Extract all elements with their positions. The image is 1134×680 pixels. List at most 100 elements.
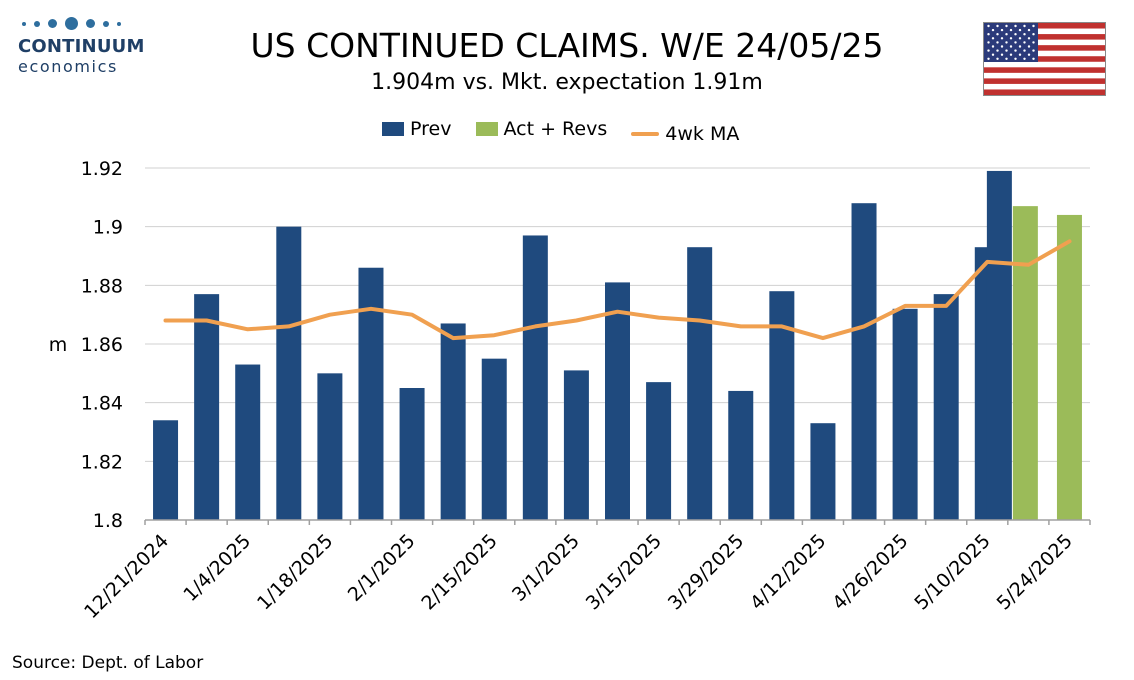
bar-prev <box>399 388 425 520</box>
flag-star <box>1032 49 1035 52</box>
flag-stripe <box>984 39 1105 46</box>
bar-prev <box>276 226 302 520</box>
flag-star <box>1005 57 1008 60</box>
flag-star <box>1000 28 1004 32</box>
flag-star <box>1023 33 1026 36</box>
flag-star <box>991 53 995 56</box>
flag-star <box>996 49 999 52</box>
flag-star <box>1027 28 1031 32</box>
legend-swatch-4wk-ma <box>631 132 660 136</box>
flag-star <box>987 41 990 44</box>
y-tick-label: 1.88 <box>81 275 123 297</box>
flag-stripe <box>984 61 1105 68</box>
x-tick-label: 4/26/2025 <box>828 530 912 614</box>
flag-stripe <box>984 23 1105 29</box>
chart-subtitle: 1.904m vs. Mkt. expectation 1.91m <box>371 70 763 95</box>
y-tick-label: 1.84 <box>81 393 123 415</box>
logo-dot <box>48 19 57 28</box>
bar-prev <box>810 423 836 520</box>
x-tick-label: 1/18/2025 <box>253 530 337 614</box>
legend-label-4wk-ma: 4wk MA <box>665 123 740 145</box>
flag-stripe <box>984 50 1105 57</box>
legend-item-4wk-ma: 4wk MA <box>631 123 739 145</box>
bar-prev <box>728 390 754 520</box>
flag-star <box>1014 33 1017 36</box>
bar-prev <box>235 364 261 520</box>
y-tick-label: 1.92 <box>81 158 123 180</box>
flag-star <box>987 49 990 52</box>
flag-star <box>1023 49 1026 52</box>
logo-dots <box>22 16 132 32</box>
x-tick-label: 12/21/2024 <box>80 530 173 623</box>
flag-star <box>991 45 995 48</box>
flag-star <box>1023 41 1026 44</box>
legend-label-act-revs: Act + Revs <box>503 118 608 140</box>
flag-star <box>1032 57 1035 60</box>
bar-prev <box>358 267 384 520</box>
flag-star <box>1032 24 1035 28</box>
us-flag-icon <box>983 22 1106 96</box>
chart-legend: Prev Act + Revs 4wk MA <box>382 118 757 145</box>
bar-act-revs <box>1012 206 1038 520</box>
flag-star <box>1009 45 1013 48</box>
legend-item-act-revs: Act + Revs <box>475 118 608 140</box>
flag-star <box>987 57 990 60</box>
flag-star <box>987 33 990 36</box>
bar-prev <box>522 235 548 520</box>
logo-subtitle: economics <box>18 57 118 76</box>
bar-prev <box>851 203 877 520</box>
flag-star <box>996 24 999 28</box>
flag-stripe <box>984 83 1105 90</box>
flag-star <box>996 57 999 60</box>
bar-prev <box>317 373 343 520</box>
flag-star <box>1018 28 1022 32</box>
bar-prev <box>646 382 672 520</box>
flag-star <box>1027 53 1031 56</box>
flag-star <box>1023 57 1026 60</box>
flag-stripe <box>984 34 1105 40</box>
legend-item-prev: Prev <box>382 118 451 140</box>
y-axis-label: m <box>49 334 68 356</box>
x-tick-label: 3/1/2025 <box>508 530 584 606</box>
logo-brand: CONTINUUM <box>18 36 145 57</box>
flag-star <box>987 24 990 28</box>
y-tick-label: 1.8 <box>93 510 123 532</box>
flag-star <box>1014 41 1017 44</box>
flag-stripe <box>984 89 1105 95</box>
source-note: Source: Dept. of Labor <box>12 653 204 673</box>
flag-star <box>1005 24 1008 28</box>
flag-stripe <box>984 28 1105 35</box>
flag-star <box>1023 24 1026 28</box>
continuum-logo: CONTINUUM economics <box>10 12 144 78</box>
flag-star <box>1009 53 1013 56</box>
flag-star <box>1009 28 1013 32</box>
x-tick-label: 2/1/2025 <box>344 530 420 606</box>
bar-prev <box>563 370 589 520</box>
bar-prev <box>933 294 959 520</box>
x-tick-label: 2/15/2025 <box>417 530 501 614</box>
y-tick-label: 1.86 <box>81 334 123 356</box>
flag-star <box>1014 24 1017 28</box>
flag-star <box>1032 33 1035 36</box>
x-tick-label: 3/15/2025 <box>582 530 666 614</box>
bar-act-revs <box>1056 214 1082 520</box>
flag-stripe <box>984 72 1105 79</box>
bar-prev <box>440 323 466 520</box>
flag-star <box>1032 41 1035 44</box>
flag-star <box>1018 45 1022 48</box>
y-tick-label: 1.9 <box>93 217 123 239</box>
flag-star <box>1000 37 1004 40</box>
flag-star <box>1014 57 1017 60</box>
logo-dot <box>86 19 95 28</box>
flag-stripe <box>984 67 1105 74</box>
chart-title: US CONTINUED CLAIMS. W/E 24/05/25 <box>250 26 884 65</box>
flag-star <box>1005 33 1008 36</box>
logo-dot <box>103 21 109 27</box>
logo-dot <box>34 21 40 27</box>
flag-stripe <box>984 45 1105 51</box>
flag-star <box>1005 41 1008 44</box>
flag-star <box>991 37 995 40</box>
flag-star <box>1027 37 1031 40</box>
flag-star <box>1018 53 1022 56</box>
